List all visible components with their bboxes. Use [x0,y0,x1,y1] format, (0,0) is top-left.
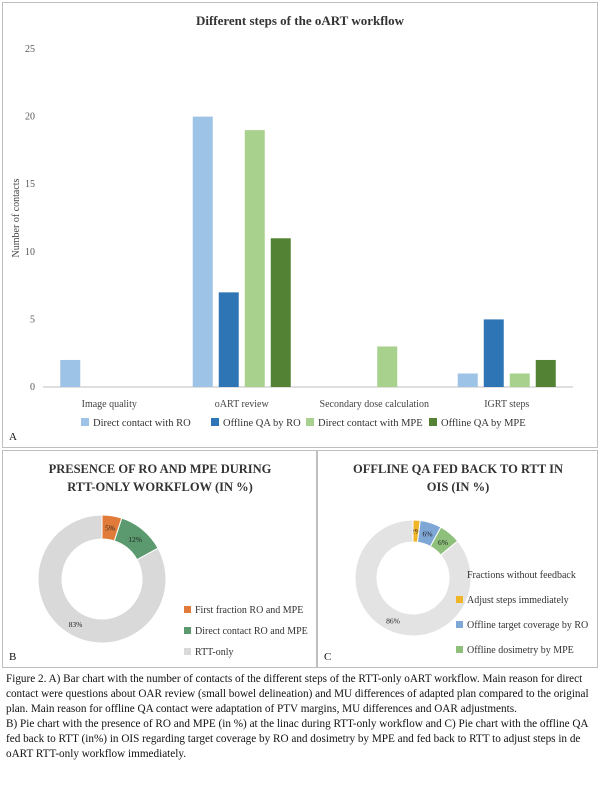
pie-data-label: 6% [438,538,448,547]
caption-paragraph-1: Figure 2. A) Bar chart with the number o… [6,673,589,715]
pie-data-label: 6% [423,529,433,538]
pie-title: OFFLINE QA FED BACK TO RTT IN [353,462,563,476]
pie-data-label: 12% [128,535,142,544]
y-tick-label: 20 [25,112,35,123]
legend-label: First fraction RO and MPE [195,605,303,616]
y-axis-label: Number of contacts [11,178,22,257]
legend-swatch [306,418,314,426]
legend-swatch [184,627,191,634]
legend-swatch [81,418,89,426]
panel-label-c: C [324,651,332,663]
bar-chart-panel: Different steps of the oART workflow Numb… [2,2,598,448]
legend-swatch [429,418,437,426]
legend-label: Offline QA by RO [223,418,301,429]
bar [60,359,81,387]
pie-slice [354,519,472,637]
bar [218,292,239,387]
x-tick-label: oART review [215,399,270,410]
pie-chart-presence-panel: PRESENCE OF RO AND MPE DURING RTT-ONLY WO… [2,450,317,668]
legend-label: Offline QA by MPE [441,418,526,429]
pie-data-label: 83% [69,620,83,629]
bar [483,319,504,387]
bar [244,130,265,387]
bar [509,373,530,387]
y-tick-label: 10 [25,247,35,258]
pie-title: RTT-ONLY WORKFLOW (IN %) [67,480,253,494]
x-tick-label: Image quality [82,399,137,410]
legend-swatch [211,418,219,426]
legend-swatch [456,621,463,628]
bar [270,238,291,387]
x-tick-label: IGRT steps [484,399,529,410]
legend-label: Direct contact with RO [93,418,191,429]
bar [192,116,213,387]
caption-paragraph-2: B) Pie chart with the presence of RO and… [6,718,588,760]
legend-label: Direct contact with MPE [318,418,423,429]
bar [457,373,478,387]
pie-data-label: 5% [105,524,115,533]
pie-data-label: 2% [411,527,421,536]
bar-chart: Different steps of the oART workflow Numb… [11,13,573,429]
bar [535,359,556,387]
x-tick-label: Secondary dose calculation [320,399,429,410]
panel-label-a: A [9,431,17,443]
pie-slice [37,514,167,644]
pie-data-label: 86% [386,617,400,626]
legend-label: Offline target coverage by RO [467,620,588,631]
legend-label: Adjust steps immediately [467,595,569,606]
legend-label: Direct contact RO and MPE [195,626,308,637]
legend-swatch [184,606,191,613]
pie-chart-feedback: OFFLINE QA FED BACK TO RTT IN OIS (IN %) 2… [353,462,588,656]
y-tick-label: 5 [30,314,35,325]
bar [377,346,398,387]
bar-chart-title: Different steps of the oART workflow [196,13,405,28]
pie-chart-feedback-panel: OFFLINE QA FED BACK TO RTT IN OIS (IN %) 2… [317,450,598,668]
legend-label: Offline dosimetry by MPE [467,645,574,656]
legend-label: Fractions without feedback [467,570,576,581]
figure-caption: Figure 2. A) Bar chart with the number o… [6,672,596,762]
y-tick-label: 0 [30,382,35,393]
y-tick-label: 15 [25,179,35,190]
legend-swatch [184,648,191,655]
legend-label: RTT-only [195,647,233,658]
panel-label-b: B [9,651,17,663]
pie-title: OIS (IN %) [427,480,490,494]
pie-chart-presence: PRESENCE OF RO AND MPE DURING RTT-ONLY WO… [37,462,308,658]
pie-title: PRESENCE OF RO AND MPE DURING [49,462,272,476]
legend-swatch [456,596,463,603]
y-tick-label: 25 [25,44,35,55]
legend-swatch [456,646,463,653]
legend-swatch [456,571,463,578]
